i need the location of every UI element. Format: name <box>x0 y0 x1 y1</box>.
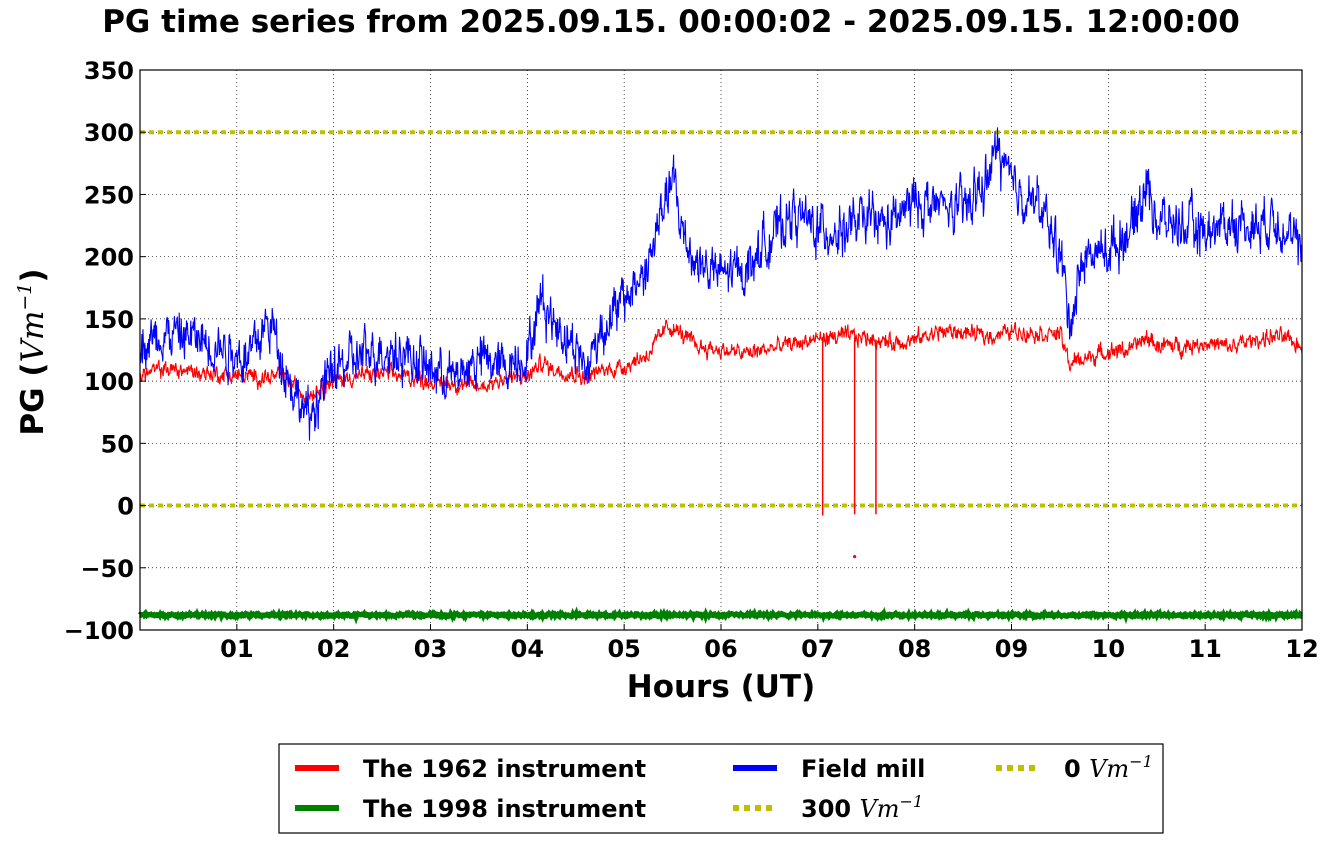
y-axis-label-unit: Vm <box>15 311 51 363</box>
x-tick-label: 03 <box>414 635 447 663</box>
x-tick-label: 08 <box>898 635 931 663</box>
y-axis-label-suffix: ) <box>15 268 51 282</box>
y-tick-label: 50 <box>101 430 134 458</box>
y-tick-label: −100 <box>64 617 134 645</box>
legend-label: The 1998 instrument <box>363 795 646 823</box>
legend-label: The 1962 instrument <box>363 755 646 783</box>
x-tick-label: 01 <box>220 635 253 663</box>
x-axis-label: Hours (UT) <box>627 669 816 705</box>
x-tick-label: 04 <box>511 635 544 663</box>
x-tick-label: 07 <box>801 635 834 663</box>
y-axis-label: PG (Vm−1) <box>14 268 51 435</box>
y-tick-label: 0 <box>117 493 134 521</box>
series-field-mill <box>139 127 1303 441</box>
y-axis-label-exponent: −1 <box>14 283 36 311</box>
series-1998-instrument <box>137 606 1304 625</box>
y-tick-label: 100 <box>84 368 134 396</box>
y-axis-label-prefix: PG ( <box>15 362 51 435</box>
x-tick-label: 12 <box>1285 635 1318 663</box>
legend-box <box>278 743 1164 834</box>
x-axis-ticks: 01 02 03 04 05 06 07 08 09 10 11 12 <box>220 624 1319 663</box>
legend: The 1962 instrument The 1998 instrument Fi… <box>278 743 1164 834</box>
x-tick-label: 05 <box>607 635 640 663</box>
y-tick-label: 200 <box>84 244 134 272</box>
x-tick-label: 09 <box>995 635 1028 663</box>
x-tick-label: 11 <box>1188 635 1221 663</box>
chart-title: PG time series from 2025.09.15. 00:00:02… <box>102 4 1240 40</box>
y-axis-ticks: 350 300 250 200 150 100 50 0 −50 −100 <box>64 57 146 645</box>
x-tick-label: 06 <box>704 635 737 663</box>
y-tick-label: −50 <box>80 555 134 583</box>
x-tick-label: 10 <box>1092 635 1125 663</box>
series-1962-stray-point <box>853 554 857 559</box>
reference-lines <box>140 130 1302 508</box>
legend-label: 300 Vm−1 <box>801 792 923 823</box>
legend-label: Field mill <box>801 755 925 783</box>
legend-label: 0 Vm−1 <box>1064 752 1153 783</box>
x-tick-label: 02 <box>317 635 350 663</box>
series-1962-instrument <box>139 319 1303 403</box>
y-tick-label: 150 <box>84 306 134 334</box>
y-tick-label: 300 <box>84 119 134 147</box>
y-tick-label: 250 <box>84 181 134 209</box>
data-series <box>137 127 1304 625</box>
y-tick-label: 350 <box>84 57 134 85</box>
